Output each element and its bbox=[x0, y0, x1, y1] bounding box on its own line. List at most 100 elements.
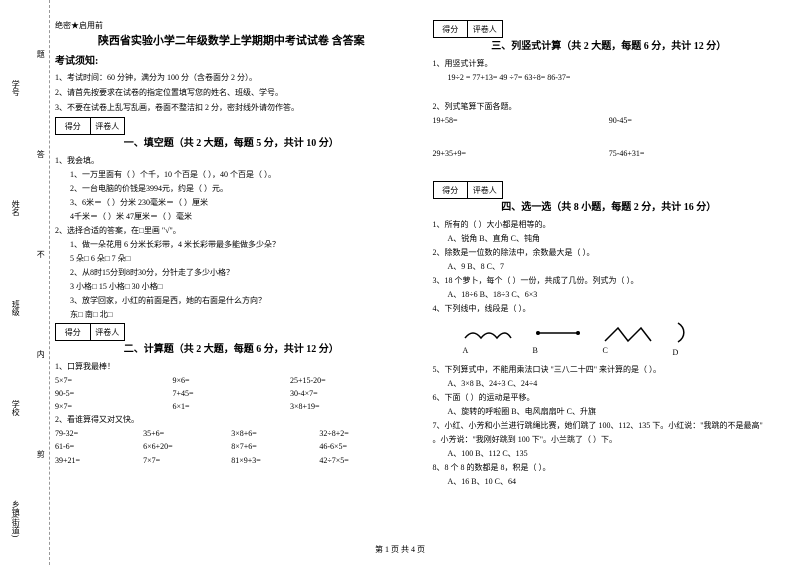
shape-label-a: A bbox=[463, 345, 513, 356]
zigzag-icon bbox=[603, 323, 653, 343]
s4-q6: 6、下面（ ）的运动是平移。 bbox=[433, 392, 786, 404]
s4-q1-opts: A、锐角 B、直角 C、钝角 bbox=[433, 233, 786, 245]
s4-q7: 7、小红、小芳和小兰进行跳绳比赛，她们跳了 100、112、135 下。小红说：… bbox=[433, 420, 786, 432]
section-2-title: 二、计算题（共 2 大题，每题 6 分，共计 12 分） bbox=[55, 343, 408, 357]
s4-q6-opts: A、旋转的呼啦圈 B、电风扇扇叶 C、升旗 bbox=[433, 406, 786, 418]
margin-label-township: 乡镇(街道) bbox=[10, 500, 21, 537]
shape-label-b: B bbox=[533, 345, 583, 356]
calc-item: 90-5= bbox=[55, 388, 173, 399]
score-col: 得分 bbox=[56, 324, 91, 340]
score-box-3: 得分 评卷人 bbox=[433, 20, 503, 38]
margin-label-name: 姓名 bbox=[10, 200, 21, 216]
notice-title: 考试须知: bbox=[55, 55, 408, 69]
margin-cut: 剪 bbox=[35, 450, 46, 458]
page-footer: 第 1 页 共 4 页 bbox=[0, 544, 800, 555]
margin-label-school: 学校 bbox=[10, 400, 21, 416]
page-content: 绝密★启用前 陕西省实验小学二年级数学上学期期中考试试卷 含答案 考试须知: 1… bbox=[0, 0, 800, 505]
calc-item: 81×9+3= bbox=[231, 455, 319, 466]
margin-label-id: 学号 bbox=[10, 80, 21, 96]
s4-q2-opts: A、9 B、8 C、7 bbox=[433, 261, 786, 273]
calc-item: 46-6×5= bbox=[319, 441, 407, 452]
calc-item: 90-45= bbox=[609, 115, 785, 126]
s1-q2-6: 东□ 南□ 北□ bbox=[55, 309, 408, 321]
calc-row: 90-5= 7+45= 30-4×7= bbox=[55, 388, 408, 399]
shape-a: A bbox=[463, 323, 513, 356]
calc-item: 19+58= bbox=[433, 115, 609, 126]
right-column: 得分 评卷人 三、列竖式计算（共 2 大题，每题 6 分，共计 12 分） 1、… bbox=[433, 20, 786, 490]
calc-item: 42÷7×5= bbox=[319, 455, 407, 466]
s4-q4: 4、下列线中，线段是（ ）。 bbox=[433, 303, 786, 315]
calc-row: 19+58= 90-45= bbox=[433, 115, 786, 126]
s4-q8: 8、8 个 8 的数都是 8，积是（ ）。 bbox=[433, 462, 786, 474]
s1-q2-2: 5 朵□ 6 朵□ 7 朵□ bbox=[55, 253, 408, 265]
shape-label-d: D bbox=[673, 347, 703, 358]
s3-q1-items: 19÷2 = 77+13= 49 ÷7= 63÷8= 86-37= bbox=[433, 72, 786, 84]
wavy-line-icon bbox=[463, 323, 513, 343]
s1-q2-3: 2、从8时15分到8时30分，分针走了多少小格？ bbox=[55, 267, 408, 279]
calc-item: 6×1= bbox=[173, 401, 291, 412]
s4-q7-opts: A、100 B、112 C、135 bbox=[433, 448, 786, 460]
s1-q1-4: 4千米＝（ ）米 47厘米＝（ ）毫米 bbox=[55, 211, 408, 223]
calc-item: 35+6= bbox=[143, 428, 231, 439]
instruction-3: 3、不要在试卷上乱写乱画，卷面不整洁扣 2 分，密封线外请勿作答。 bbox=[55, 102, 408, 114]
score-box-1: 得分 评卷人 bbox=[55, 117, 125, 135]
s3-q1: 1、用竖式计算。 bbox=[433, 58, 786, 70]
calc-row: 79-32= 35+6= 3×8+6= 32÷8+2= bbox=[55, 428, 408, 439]
calc-item: 8×7+6= bbox=[231, 441, 319, 452]
s1-q2-5: 3、放学回家，小红的前面是西，她的右面是什么方向？ bbox=[55, 295, 408, 307]
instruction-1: 1、考试时间：60 分钟，满分为 100 分（含卷面分 2 分）。 bbox=[55, 72, 408, 84]
s1-q2-4: 3 小格□ 15 小格□ 30 小格□ bbox=[55, 281, 408, 293]
calc-item: 6×6+20= bbox=[143, 441, 231, 452]
calc-item: 7×7= bbox=[143, 455, 231, 466]
s1-q1-2: 2、一台电脑的价钱是3994元，约是（ ）元。 bbox=[55, 183, 408, 195]
calc-item: 29+35+9= bbox=[433, 148, 609, 159]
shape-b: B bbox=[533, 323, 583, 356]
calc-item: 9×6= bbox=[173, 375, 291, 386]
calc-row: 29+35+9= 75-46+31= bbox=[433, 148, 786, 159]
calc-row: 39+21= 7×7= 81×9+3= 42÷7×5= bbox=[55, 455, 408, 466]
calc-row: 5×7= 9×6= 25+15-20= bbox=[55, 375, 408, 386]
s4-q5: 5、下列算式中，不能用乘法口诀 "三八二十四" 来计算的是（ ）。 bbox=[433, 364, 786, 376]
calc-item: 79-32= bbox=[55, 428, 143, 439]
s4-q8-opts: A、16 B、10 C、64 bbox=[433, 476, 786, 488]
calc-item: 25+15-20= bbox=[290, 375, 408, 386]
s3-q2: 2、列式笔算下面各题。 bbox=[433, 101, 786, 113]
s4-q3: 3、18 个萝卜，每个（ ）一份，共成了几份。列式为（ ）。 bbox=[433, 275, 786, 287]
s4-q1: 1、所有的（ ）大小都是相等的。 bbox=[433, 219, 786, 231]
score-col: 得分 bbox=[434, 21, 469, 37]
score-box-2: 得分 评卷人 bbox=[55, 323, 125, 341]
score-col: 得分 bbox=[56, 118, 91, 134]
margin-answer: 答 bbox=[35, 150, 46, 158]
s1-q2-1: 1、做一朵花用 6 分米长彩带，4 米长彩带最多能做多少朵？ bbox=[55, 239, 408, 251]
binding-margin: 乡镇(街道) 学校 班级 姓名 学号 剪 内 不 答 题 bbox=[0, 0, 50, 565]
grader-col: 评卷人 bbox=[468, 182, 502, 198]
s2-q1: 1、口算我最棒！ bbox=[55, 361, 408, 373]
shape-c: C bbox=[603, 323, 653, 356]
s1-q1: 1、我会填。 bbox=[55, 155, 408, 167]
calc-item: 39+21= bbox=[55, 455, 143, 466]
s1-q1-1: 1、一万里面有（ ）个千，10 个百是（ ），40 个百是（ ）。 bbox=[55, 169, 408, 181]
calc-item: 7+45= bbox=[173, 388, 291, 399]
s1-q1-3: 3、6米＝（ ）分米 230毫米＝（ ）厘米 bbox=[55, 197, 408, 209]
instruction-2: 2、请首先按要求在试卷的指定位置填写您的姓名、班级、学号。 bbox=[55, 87, 408, 99]
exam-title: 陕西省实验小学二年级数学上学期期中考试试卷 含答案 bbox=[55, 34, 408, 49]
calc-item: 9×7= bbox=[55, 401, 173, 412]
line-segment-icon bbox=[533, 323, 583, 343]
section-4-title: 四、选一选（共 8 小题，每题 2 分，共计 16 分） bbox=[433, 201, 786, 215]
grader-col: 评卷人 bbox=[468, 21, 502, 37]
calc-item: 32÷8+2= bbox=[319, 428, 407, 439]
grader-col: 评卷人 bbox=[91, 324, 125, 340]
shape-options: A B C D bbox=[433, 320, 786, 358]
shape-d: D bbox=[673, 320, 703, 358]
score-col: 得分 bbox=[434, 182, 469, 198]
section-1-title: 一、填空题（共 2 大题，每题 5 分，共计 10 分） bbox=[55, 137, 408, 151]
margin-label-class: 班级 bbox=[10, 300, 21, 316]
score-box-4: 得分 评卷人 bbox=[433, 181, 503, 199]
margin-inside: 内 bbox=[35, 350, 46, 358]
calc-item: 61-6= bbox=[55, 441, 143, 452]
secret-label: 绝密★启用前 bbox=[55, 20, 408, 31]
calc-row: 9×7= 6×1= 3×8+19= bbox=[55, 401, 408, 412]
s4-q3-opts: A、18÷6 B、18÷3 C、6×3 bbox=[433, 289, 786, 301]
left-column: 绝密★启用前 陕西省实验小学二年级数学上学期期中考试试卷 含答案 考试须知: 1… bbox=[55, 20, 408, 490]
calc-item: 75-46+31= bbox=[609, 148, 785, 159]
